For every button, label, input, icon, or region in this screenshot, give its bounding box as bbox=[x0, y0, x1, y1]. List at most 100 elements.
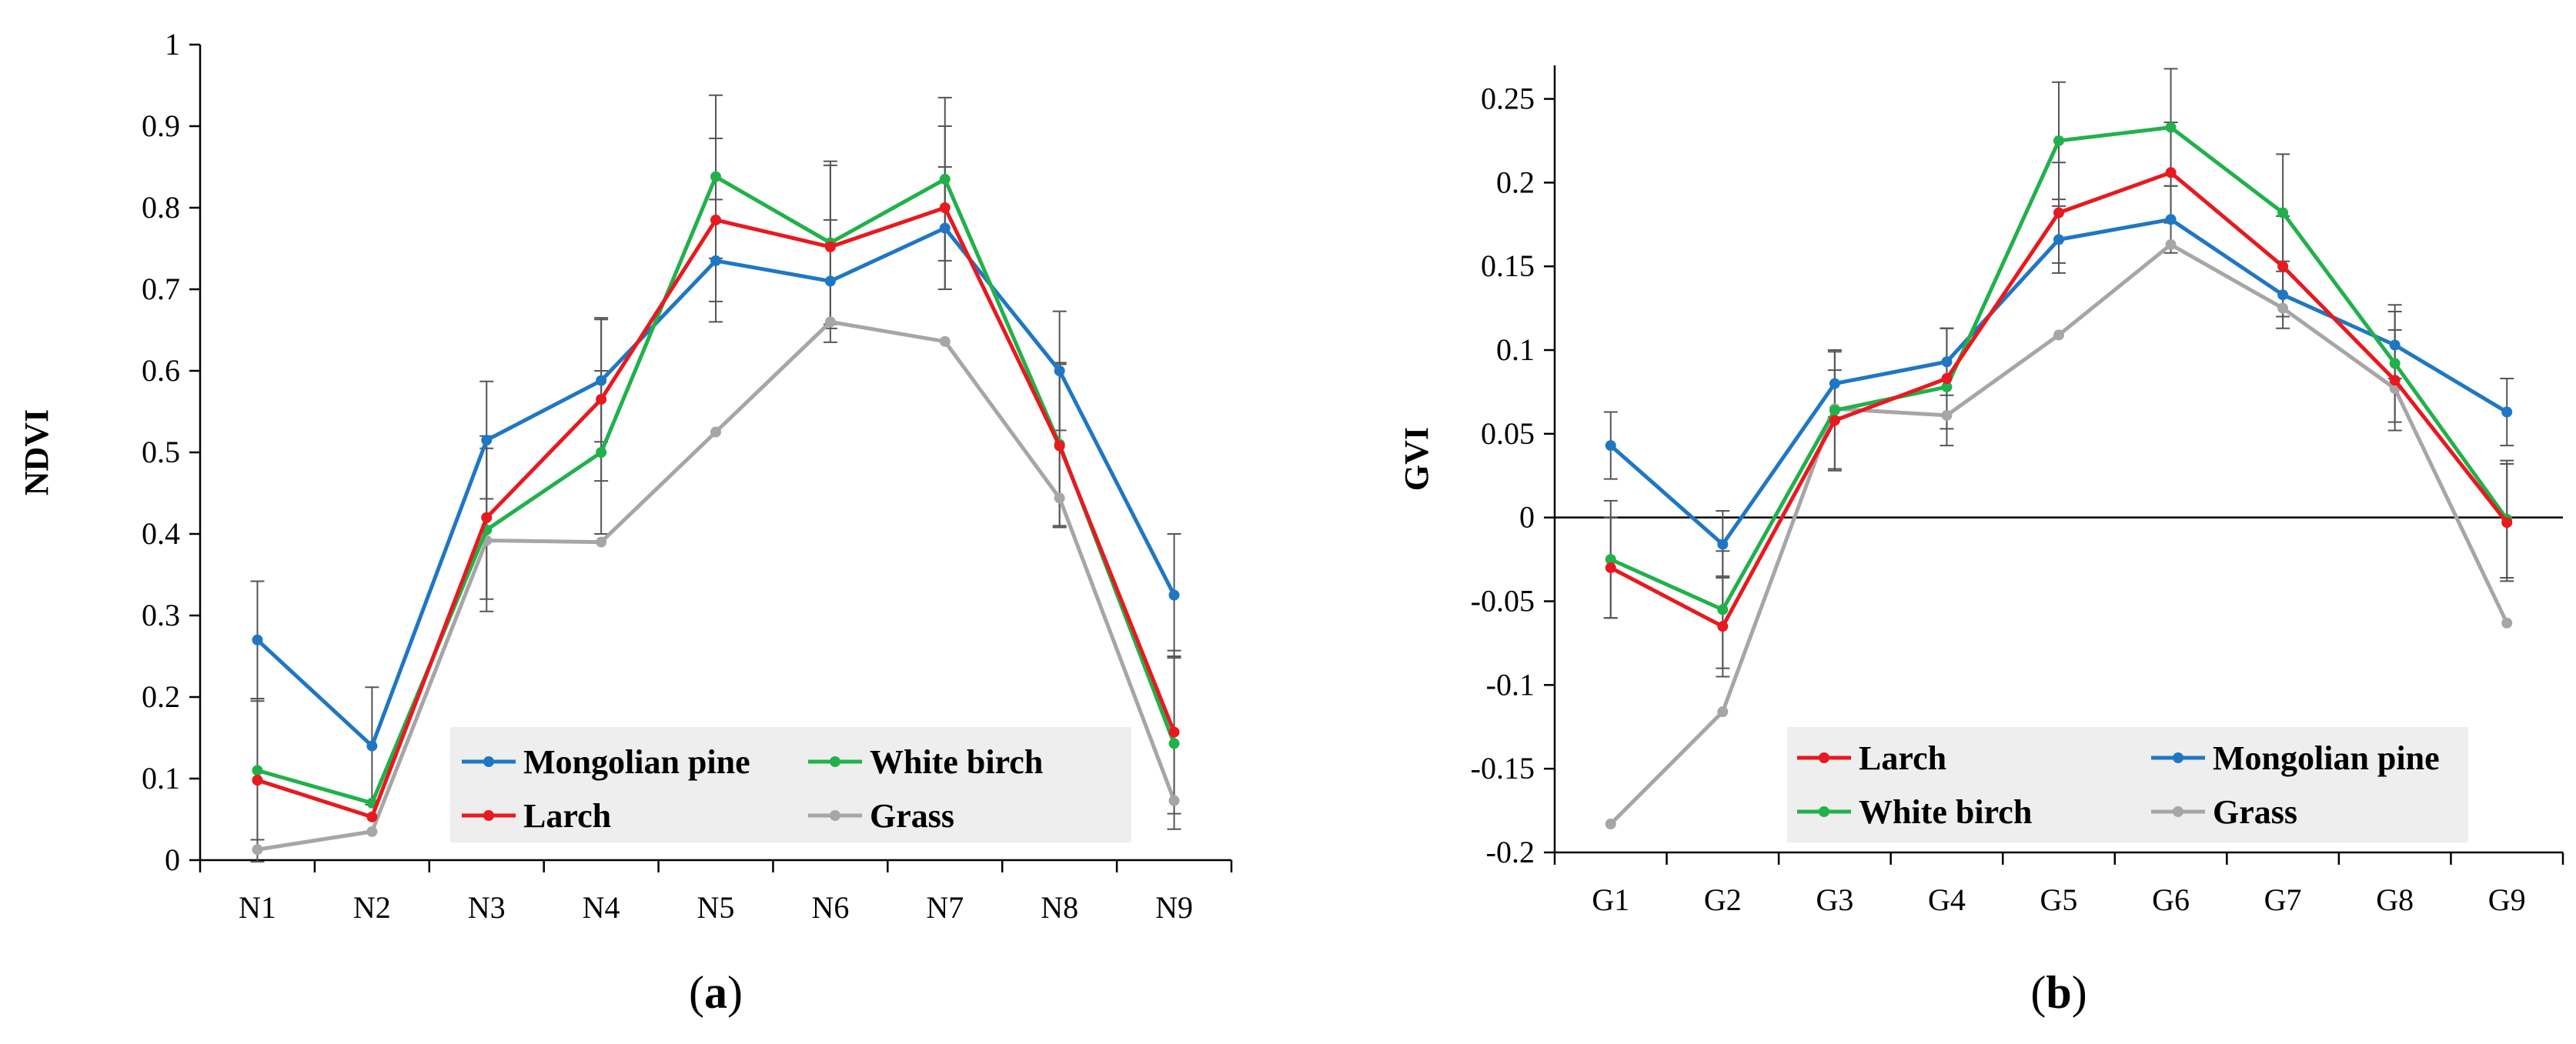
data-point-mongolian-pine bbox=[1829, 378, 1840, 389]
y-tick-label: 0.1 bbox=[142, 761, 180, 796]
data-point-larch bbox=[2501, 517, 2513, 529]
y-tick-label: -0.2 bbox=[1486, 835, 1535, 869]
legend-marker-larch bbox=[1819, 752, 1829, 763]
data-point-larch bbox=[2053, 207, 2064, 218]
x-tick-label: N1 bbox=[239, 890, 276, 925]
data-point-grass bbox=[2053, 329, 2064, 341]
y-tick-label: -0.1 bbox=[1486, 667, 1535, 702]
y-tick-label: 0.9 bbox=[142, 108, 180, 143]
data-point-mongolian-pine bbox=[1168, 589, 1180, 601]
data-point-larch bbox=[596, 394, 607, 405]
y-tick-label: 0.2 bbox=[1496, 165, 1535, 199]
data-point-mongolian-pine bbox=[481, 435, 493, 446]
data-point-mongolian-pine bbox=[366, 740, 378, 752]
data-point-larch bbox=[1717, 621, 1729, 632]
y-tick-label: 0 bbox=[165, 842, 180, 877]
legend-marker-grass bbox=[2173, 806, 2183, 817]
x-tick-label: N8 bbox=[1041, 890, 1078, 925]
data-point-white-birch bbox=[596, 447, 607, 458]
data-point-larch bbox=[2165, 167, 2177, 178]
data-point-larch bbox=[1605, 562, 1616, 573]
data-point-grass bbox=[710, 426, 721, 438]
legend-label-larch: Larch bbox=[523, 797, 611, 835]
legend-label-white-birch: White birch bbox=[1859, 793, 2032, 831]
x-tick-label: G7 bbox=[2264, 882, 2302, 917]
data-point-grass bbox=[2165, 238, 2177, 250]
data-point-grass bbox=[824, 316, 836, 328]
data-point-white-birch bbox=[2053, 135, 2064, 146]
data-point-white-birch bbox=[1717, 604, 1729, 615]
data-point-grass bbox=[2277, 302, 2289, 314]
data-point-larch bbox=[252, 775, 263, 786]
data-point-mongolian-pine bbox=[252, 634, 263, 645]
data-point-larch bbox=[1054, 440, 1065, 452]
panel-b-gvi-chart: -0.2 -0.15 -0.1 -0.05 0 0.05 0.1 0.15 0.2 0.25 G1 G… bbox=[1398, 65, 2564, 1018]
x-tick-label: G2 bbox=[1704, 882, 1742, 917]
data-point-larch bbox=[366, 811, 378, 822]
legend-marker-larch bbox=[483, 810, 494, 821]
data-point-mongolian-pine bbox=[2053, 234, 2064, 245]
data-point-mongolian-pine bbox=[824, 275, 836, 287]
x-tick-label: N9 bbox=[1155, 890, 1193, 925]
x-tick-label: N4 bbox=[583, 890, 620, 925]
data-point-grass bbox=[1717, 706, 1729, 718]
legend: Larch Mongolian pine White birch Grass bbox=[1787, 727, 2468, 842]
data-point-mongolian-pine bbox=[2165, 214, 2177, 225]
data-point-grass bbox=[1605, 818, 1616, 829]
x-tick-label: G8 bbox=[2376, 882, 2414, 917]
data-point-grass bbox=[939, 335, 951, 347]
data-point-mongolian-pine bbox=[2277, 289, 2289, 301]
data-point-grass bbox=[1941, 409, 1953, 421]
legend-label-mongolian-pine: Mongolian pine bbox=[523, 743, 750, 781]
data-point-white-birch bbox=[1941, 381, 1953, 392]
legend-background bbox=[1787, 727, 2468, 842]
legend-label-mongolian-pine: Mongolian pine bbox=[2213, 739, 2440, 777]
data-point-grass bbox=[596, 536, 607, 548]
y-tick-label: 1 bbox=[165, 27, 180, 62]
legend-label-grass: Grass bbox=[870, 797, 954, 835]
data-point-mongolian-pine bbox=[939, 222, 951, 234]
x-tick-label: G9 bbox=[2488, 882, 2526, 917]
data-point-larch bbox=[2389, 375, 2401, 386]
data-point-white-birch bbox=[1605, 554, 1616, 565]
data-point-larch bbox=[939, 202, 951, 213]
data-point-white-birch bbox=[252, 765, 263, 776]
data-point-grass bbox=[252, 844, 263, 856]
legend-marker-mongolian-pine bbox=[2173, 752, 2183, 763]
data-point-grass bbox=[2501, 617, 2513, 629]
y-tick-label: 0 bbox=[1519, 500, 1535, 535]
y-tick-label: 0.1 bbox=[1496, 332, 1535, 367]
x-tick-label: N7 bbox=[926, 890, 964, 925]
x-tick-label: N5 bbox=[697, 890, 735, 925]
legend-background bbox=[450, 727, 1131, 842]
legend-marker-mongolian-pine bbox=[483, 756, 494, 767]
y-tick-label: 0.4 bbox=[142, 516, 180, 551]
x-tick-label: N3 bbox=[468, 890, 506, 925]
data-point-white-birch bbox=[710, 171, 721, 182]
panel-label: (a) bbox=[689, 967, 743, 1018]
data-point-mongolian-pine bbox=[1605, 440, 1616, 452]
data-point-larch bbox=[824, 241, 836, 252]
data-point-grass bbox=[1168, 795, 1180, 806]
data-point-white-birch bbox=[1168, 738, 1180, 749]
y-axis-title: GVI bbox=[1398, 427, 1435, 491]
data-point-mongolian-pine bbox=[1717, 539, 1729, 550]
data-point-larch bbox=[1941, 373, 1953, 385]
data-point-white-birch bbox=[2165, 122, 2177, 133]
y-axis-title: NDVI bbox=[18, 409, 55, 495]
legend-label-white-birch: White birch bbox=[870, 743, 1043, 781]
y-tick-label: 0.25 bbox=[1481, 82, 1535, 116]
data-point-white-birch bbox=[2277, 207, 2289, 218]
data-point-mongolian-pine bbox=[1054, 365, 1065, 376]
y-tick-label: -0.15 bbox=[1471, 751, 1535, 786]
y-tick-label: 0.3 bbox=[142, 598, 180, 632]
x-tick-label: N6 bbox=[811, 890, 849, 925]
panel-a-ndvi-chart: 0 0.1 0.2 0.3 0.4 0.5 0.6 0.7 0.8 0.9 1 N1 N2 N3 N4 N5 N… bbox=[18, 27, 1233, 1018]
y-tick-label: 0.15 bbox=[1481, 248, 1535, 283]
data-point-grass bbox=[1054, 492, 1065, 504]
legend-label-grass: Grass bbox=[2213, 793, 2297, 831]
data-point-larch bbox=[1168, 726, 1180, 738]
data-point-grass bbox=[366, 826, 378, 837]
y-tick-label: 0.2 bbox=[142, 679, 180, 714]
